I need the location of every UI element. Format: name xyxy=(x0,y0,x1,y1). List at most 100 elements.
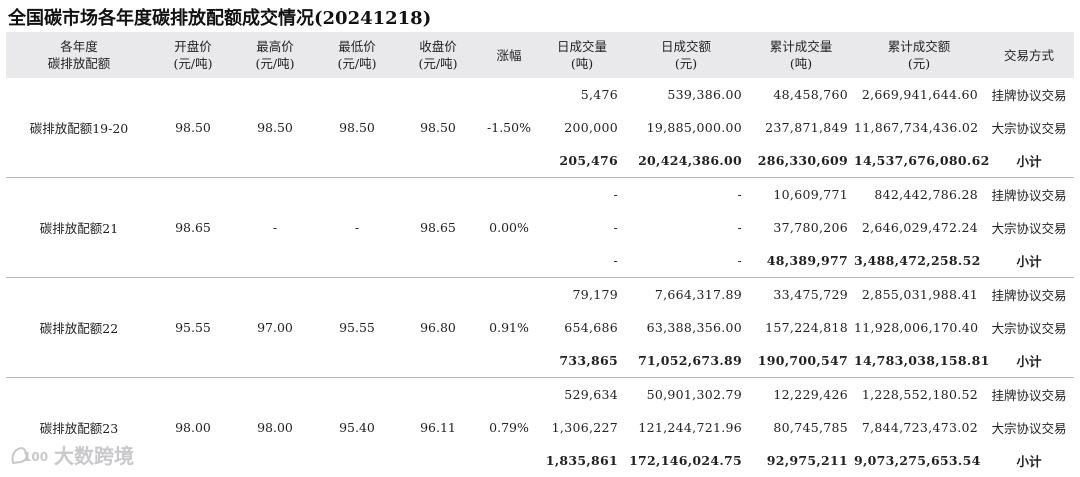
day-amount: - xyxy=(624,178,748,212)
cum-volume: 92,975,211 xyxy=(748,444,854,477)
close-price: 96.80 xyxy=(398,278,478,378)
trade-method: 挂牌协议交易 xyxy=(984,178,1074,212)
cum-amount: 7,844,723,473.02 xyxy=(854,411,984,444)
change-pct: 0.91% xyxy=(478,278,540,378)
header-close: 收盘价(元/吨) xyxy=(398,32,478,78)
carbon-market-table: 各年度碳排放配额 开盘价(元/吨) 最高价(元/吨) 最低价(元/吨) 收盘价(… xyxy=(6,32,1074,477)
cum-amount: 2,669,941,644.60 xyxy=(854,78,984,111)
cum-volume: 157,224,818 xyxy=(748,311,854,344)
open-price: 98.00 xyxy=(152,378,234,477)
open-price: 95.55 xyxy=(152,278,234,378)
day-amount: - xyxy=(624,211,748,244)
day-volume: 1,306,227 xyxy=(540,411,624,444)
high-price: 97.00 xyxy=(234,278,316,378)
day-amount: 71,052,673.89 xyxy=(624,344,748,378)
cum-volume: 48,389,977 xyxy=(748,244,854,278)
day-volume: - xyxy=(540,211,624,244)
change-pct: -1.50% xyxy=(478,78,540,178)
day-volume: 1,835,861 xyxy=(540,444,624,477)
day-volume: 529,634 xyxy=(540,378,624,412)
cum-amount: 9,073,275,653.54 xyxy=(854,444,984,477)
trade-method: 小计 xyxy=(984,444,1074,477)
day-volume: 733,865 xyxy=(540,344,624,378)
high-price: - xyxy=(234,178,316,278)
table-row: 碳排放配额23 98.00 98.00 95.40 96.11 0.79% 52… xyxy=(6,378,1074,412)
day-amount: 20,424,386.00 xyxy=(624,144,748,178)
day-volume: 79,179 xyxy=(540,278,624,312)
day-amount: 539,386.00 xyxy=(624,78,748,111)
day-volume: - xyxy=(540,178,624,212)
trade-method: 大宗协议交易 xyxy=(984,311,1074,344)
cum-amount: 11,867,734,436.02 xyxy=(854,111,984,144)
day-amount: - xyxy=(624,244,748,278)
trade-method: 小计 xyxy=(984,344,1074,378)
header-high: 最高价(元/吨) xyxy=(234,32,316,78)
cum-amount: 2,646,029,472.24 xyxy=(854,211,984,244)
page-title: 全国碳市场各年度碳排放配额成交情况(20241218) xyxy=(8,4,431,30)
cum-amount: 1,228,552,180.52 xyxy=(854,378,984,412)
cum-amount: 3,488,472,258.52 xyxy=(854,244,984,278)
brand-logo-icon: 100 xyxy=(10,443,50,467)
trade-method: 挂牌协议交易 xyxy=(984,78,1074,111)
header-change: 涨幅 xyxy=(478,32,540,78)
allowance-name: 碳排放配额22 xyxy=(6,278,152,378)
day-amount: 63,388,356.00 xyxy=(624,311,748,344)
cum-amount: 842,442,786.28 xyxy=(854,178,984,212)
table-row: 碳排放配额22 95.55 97.00 95.55 96.80 0.91% 79… xyxy=(6,278,1074,312)
low-price: 95.55 xyxy=(316,278,398,378)
low-price: - xyxy=(316,178,398,278)
header-cum-volume: 累计成交量(吨) xyxy=(748,32,854,78)
trade-method: 大宗协议交易 xyxy=(984,211,1074,244)
trade-method: 挂牌协议交易 xyxy=(984,278,1074,312)
high-price: 98.00 xyxy=(234,378,316,477)
header-day-volume: 日成交量(吨) xyxy=(540,32,624,78)
header-method: 交易方式 xyxy=(984,32,1074,78)
header-low: 最低价(元/吨) xyxy=(316,32,398,78)
day-volume: 5,476 xyxy=(540,78,624,111)
watermark: 100 大数跨境 xyxy=(10,440,134,469)
day-volume: 200,000 xyxy=(540,111,624,144)
day-volume: 205,476 xyxy=(540,144,624,178)
trade-method: 大宗协议交易 xyxy=(984,411,1074,444)
cum-volume: 80,745,785 xyxy=(748,411,854,444)
cum-volume: 37,780,206 xyxy=(748,211,854,244)
close-price: 98.65 xyxy=(398,178,478,278)
change-pct: 0.79% xyxy=(478,378,540,477)
cum-volume: 10,609,771 xyxy=(748,178,854,212)
svg-text:100: 100 xyxy=(23,450,48,464)
day-amount: 172,146,024.75 xyxy=(624,444,748,477)
cum-amount: 14,537,676,080.62 xyxy=(854,144,984,178)
cum-volume: 190,700,547 xyxy=(748,344,854,378)
low-price: 98.50 xyxy=(316,78,398,178)
day-amount: 50,901,302.79 xyxy=(624,378,748,412)
table-header-row: 各年度碳排放配额 开盘价(元/吨) 最高价(元/吨) 最低价(元/吨) 收盘价(… xyxy=(6,32,1074,78)
cum-volume: 286,330,609 xyxy=(748,144,854,178)
header-cum-amount: 累计成交额(元) xyxy=(854,32,984,78)
change-pct: 0.00% xyxy=(478,178,540,278)
day-volume: - xyxy=(540,244,624,278)
trade-method: 小计 xyxy=(984,144,1074,178)
cum-amount: 11,928,006,170.40 xyxy=(854,311,984,344)
allowance-name: 碳排放配额21 xyxy=(6,178,152,278)
cum-volume: 237,871,849 xyxy=(748,111,854,144)
day-amount: 121,244,721.96 xyxy=(624,411,748,444)
header-open: 开盘价(元/吨) xyxy=(152,32,234,78)
day-amount: 7,664,317.89 xyxy=(624,278,748,312)
header-allowance: 各年度碳排放配额 xyxy=(6,32,152,78)
day-volume: 654,686 xyxy=(540,311,624,344)
day-amount: 19,885,000.00 xyxy=(624,111,748,144)
table-row: 碳排放配额21 98.65 - - 98.65 0.00% - - 10,609… xyxy=(6,178,1074,212)
trade-method: 大宗协议交易 xyxy=(984,111,1074,144)
cum-volume: 48,458,760 xyxy=(748,78,854,111)
trade-method: 挂牌协议交易 xyxy=(984,378,1074,412)
high-price: 98.50 xyxy=(234,78,316,178)
watermark-text: 大数跨境 xyxy=(54,440,134,469)
table-row: 碳排放配额19-20 98.50 98.50 98.50 98.50 -1.50… xyxy=(6,78,1074,111)
close-price: 96.11 xyxy=(398,378,478,477)
cum-amount: 2,855,031,988.41 xyxy=(854,278,984,312)
low-price: 95.40 xyxy=(316,378,398,477)
trade-method: 小计 xyxy=(984,244,1074,278)
open-price: 98.50 xyxy=(152,78,234,178)
header-day-amount: 日成交额(元) xyxy=(624,32,748,78)
cum-volume: 12,229,426 xyxy=(748,378,854,412)
